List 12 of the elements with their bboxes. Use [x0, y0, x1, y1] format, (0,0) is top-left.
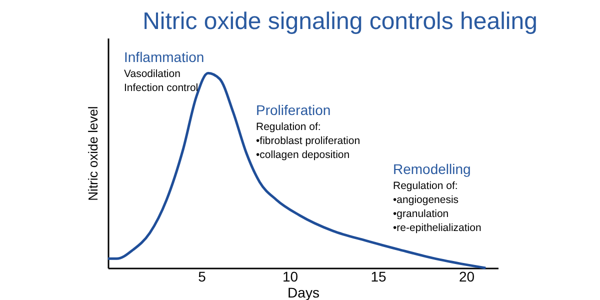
annotation: Vasodilation Infection control	[124, 68, 198, 94]
x-tick-label: 15	[370, 268, 386, 284]
annotation: Remodelling	[393, 161, 471, 177]
annotation: Proliferation	[256, 102, 331, 118]
x-tick-label: 10	[282, 268, 298, 284]
x-tick-label: 20	[458, 268, 475, 284]
annotation: Regulation of: •fibroblast proliferation •collagen deposition	[256, 121, 360, 161]
x-tick-label: 5	[198, 268, 206, 284]
annotation: Regulation of: •angiogenesis •granulation •re-epithelialization	[393, 180, 482, 234]
chart-title: Nitric oxide signaling controls healing	[142, 8, 538, 35]
y-axis-title: Nitric oxide level	[86, 106, 100, 201]
text: Inflammation	[124, 49, 204, 65]
